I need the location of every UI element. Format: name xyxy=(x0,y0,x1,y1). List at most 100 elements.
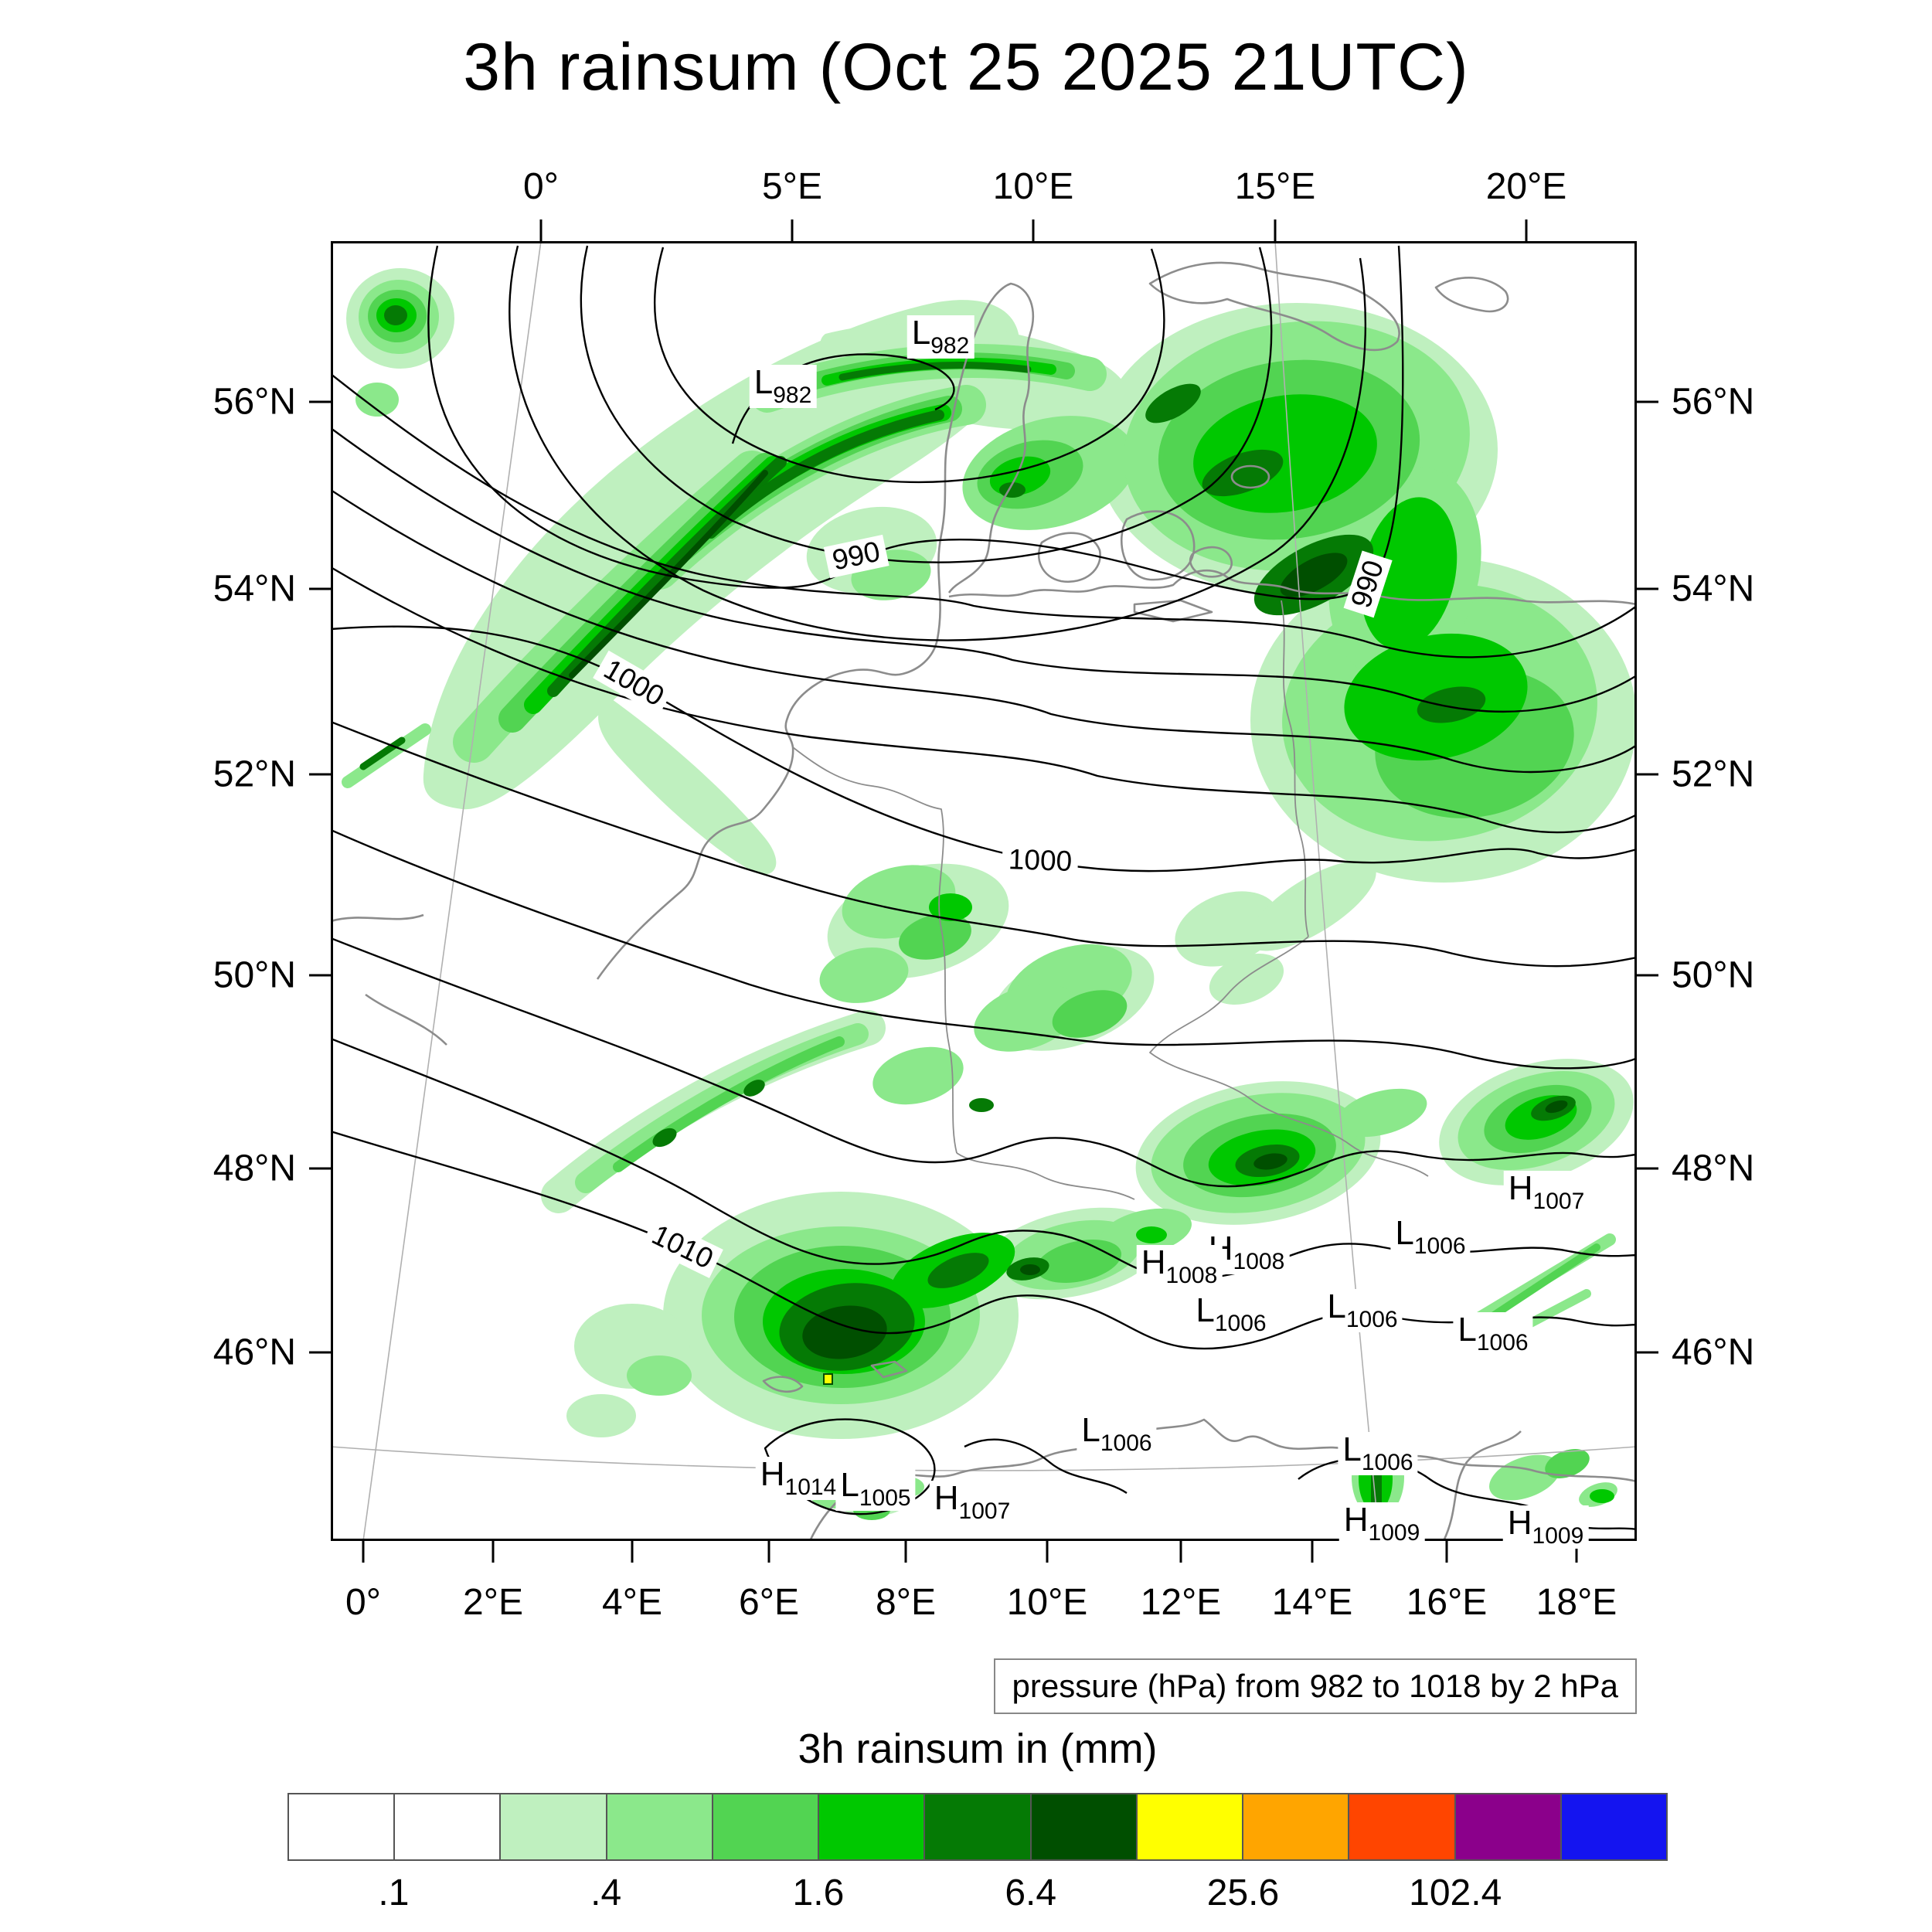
colorbar-cell xyxy=(713,1794,820,1859)
lon-tick-label: 8°E xyxy=(876,1582,936,1623)
colorbar-tick-label: 25.6 xyxy=(1206,1872,1280,1913)
coastline-path xyxy=(596,282,1035,980)
coastline-path xyxy=(1037,532,1101,583)
colorbar-tick-label: 6.4 xyxy=(1005,1872,1057,1913)
border-path xyxy=(1281,600,1309,937)
meridian-line xyxy=(1274,241,1380,1541)
coastline-path xyxy=(1133,599,1213,623)
tick-mark xyxy=(1575,1541,1578,1563)
precip-blob xyxy=(598,697,777,875)
tick-mark xyxy=(1032,219,1035,241)
coastline-path xyxy=(331,913,424,923)
map-frame xyxy=(331,241,1637,1541)
lat-tick-label: 46°N xyxy=(213,1332,296,1373)
tick-mark xyxy=(1046,1541,1049,1563)
lon-tick-label: 0° xyxy=(523,166,559,207)
coastline-path xyxy=(808,1418,1637,1541)
tick-mark xyxy=(309,587,331,590)
tick-mark xyxy=(309,1167,331,1170)
coastline-path xyxy=(1434,276,1509,313)
precip-blob xyxy=(627,1355,692,1396)
lat-tick-label: 50°N xyxy=(1672,954,1755,996)
precip-max-cell xyxy=(823,1373,833,1385)
precip-blob xyxy=(872,1046,964,1105)
isobar xyxy=(964,1438,1128,1494)
precip-stripe xyxy=(359,736,406,770)
pressure-caption: pressure (hPa) from 982 to 1018 by 2 hPa xyxy=(993,1658,1637,1714)
colorbar-tick-label: 102.4 xyxy=(1409,1872,1502,1913)
precip-blob xyxy=(1248,860,1376,951)
precip-blob xyxy=(1209,954,1284,1005)
precip-blob xyxy=(1020,1264,1040,1275)
precip-blob xyxy=(743,1080,765,1097)
colorbar-tick-label: .1 xyxy=(378,1872,410,1913)
tick-mark xyxy=(1525,219,1528,241)
tick-mark xyxy=(1637,587,1658,590)
lon-tick-label: 16°E xyxy=(1406,1582,1488,1623)
lon-tick-label: 0° xyxy=(345,1582,381,1623)
tick-mark xyxy=(904,1541,907,1563)
island xyxy=(1230,464,1270,489)
colorbar-title: 3h rainsum in (mm) xyxy=(798,1726,1158,1772)
tick-mark xyxy=(1637,1167,1658,1170)
map-plot xyxy=(331,241,1637,1541)
precip-stripe xyxy=(838,362,1032,381)
colorbar-cell xyxy=(1137,1794,1244,1859)
isobar xyxy=(331,427,1637,713)
meridian-line xyxy=(362,241,542,1541)
tick-mark xyxy=(1179,1541,1182,1563)
isobar xyxy=(331,373,1637,658)
lon-tick-label: 14°E xyxy=(1271,1582,1353,1623)
precip-blob xyxy=(969,1098,994,1112)
tick-mark xyxy=(539,219,543,241)
isobar xyxy=(331,566,1637,834)
colorbar-cell xyxy=(1031,1794,1138,1859)
lat-tick-label: 46°N xyxy=(1672,1332,1755,1373)
precip-stripe xyxy=(569,470,768,679)
isobar xyxy=(331,488,1637,774)
isobar xyxy=(331,828,1637,1070)
plot-title: 3h rainsum (Oct 25 2025 21UTC) xyxy=(463,30,1469,104)
tick-mark xyxy=(1637,400,1658,403)
precip-blob xyxy=(1280,553,1348,597)
lat-tick-label: 56°N xyxy=(1672,381,1755,423)
colorbar-cell xyxy=(395,1794,502,1859)
precip-blob xyxy=(927,1253,989,1288)
precip-blob xyxy=(1253,1153,1287,1170)
precip-blob xyxy=(819,947,909,1003)
precip-blob xyxy=(1145,383,1201,423)
isobar xyxy=(509,245,1367,641)
tick-mark xyxy=(1274,219,1277,241)
tick-mark xyxy=(309,1351,331,1354)
tick-mark xyxy=(1637,1351,1658,1354)
precip-blob xyxy=(884,1476,924,1498)
tick-mark xyxy=(791,219,794,241)
precip-stripe xyxy=(613,1036,845,1172)
lat-tick-label: 50°N xyxy=(213,954,296,996)
precip-blob xyxy=(1545,1449,1590,1478)
coastline-path xyxy=(1442,1430,1522,1541)
precip-blob xyxy=(899,913,971,960)
isobar xyxy=(331,1037,1637,1281)
isobar xyxy=(654,247,1165,484)
colorbar xyxy=(287,1793,1668,1861)
colorbar-cell xyxy=(1349,1794,1456,1859)
coastline-path xyxy=(1189,546,1233,578)
tick-mark xyxy=(631,1541,634,1563)
precip-blob xyxy=(1590,1489,1614,1503)
lon-tick-label: 10°E xyxy=(992,166,1074,207)
precip-blob xyxy=(1417,686,1486,723)
precip-blob xyxy=(1336,1088,1427,1138)
precip-blob xyxy=(384,305,407,325)
colorbar-cell xyxy=(1455,1794,1562,1859)
precip-blob xyxy=(1052,990,1128,1038)
colorbar-cell xyxy=(289,1794,396,1859)
colorbar-cell xyxy=(1243,1794,1350,1859)
lake xyxy=(762,1376,804,1393)
border-path xyxy=(1149,936,1429,1177)
lon-tick-label: 20°E xyxy=(1485,166,1567,207)
colorbar-cell xyxy=(607,1794,713,1859)
precip-stripe xyxy=(342,723,431,788)
parallel-line xyxy=(331,1446,1637,1471)
